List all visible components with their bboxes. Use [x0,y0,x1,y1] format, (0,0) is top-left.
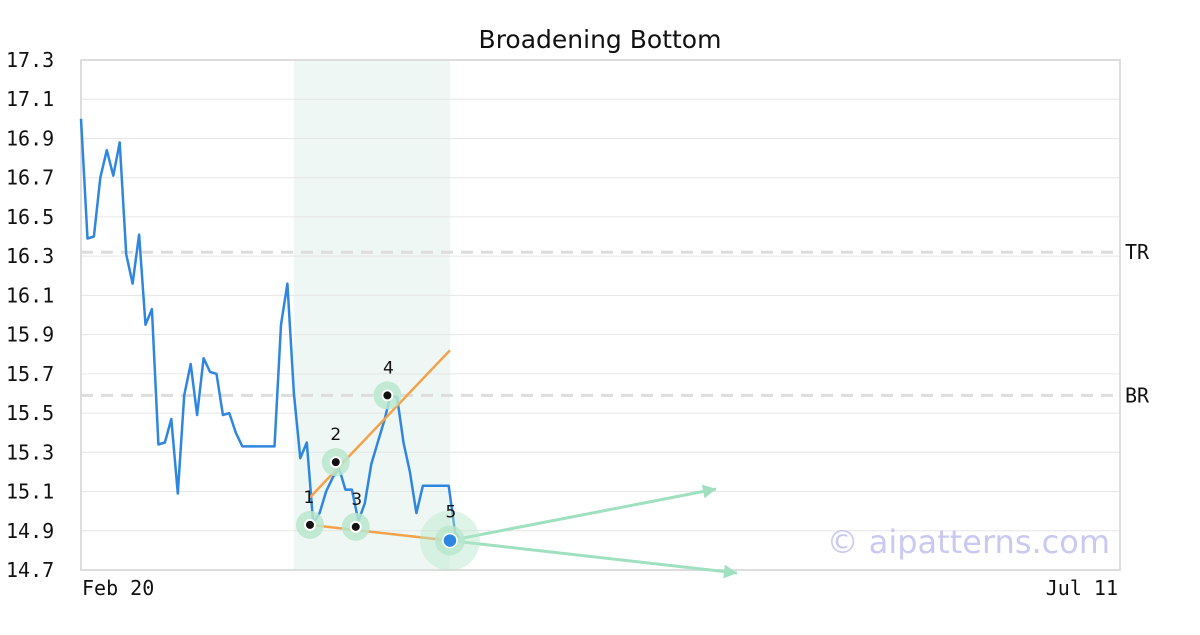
y-tick-label: 15.1 [6,480,54,504]
plot-frame [80,59,1121,571]
level-lines: TR BR [81,240,1150,407]
y-tick-label: 16.1 [6,283,54,307]
pattern-point-label: 2 [330,425,341,445]
pattern-zone-layer [293,60,450,570]
y-tick-label: 15.5 [6,401,54,425]
pattern-point-label: 1 [304,488,315,508]
trendline [309,523,451,542]
pattern-point-marker [442,532,458,549]
y-tick-label: 14.7 [6,558,54,582]
projection-arrow [449,487,717,543]
y-tick-label: 16.3 [6,244,54,268]
pattern-point-marker [303,518,316,531]
watermark: © aipatterns.com [827,523,1110,561]
x-tick-label: Jul 11 [1046,576,1118,600]
pattern-point-label: 3 [351,490,362,510]
projection-arrow [449,539,738,575]
y-tick-label: 17.3 [6,48,54,72]
projection-arrow-head [701,484,716,499]
y-tick-label: 16.5 [6,205,54,229]
x-tick-label: Feb 20 [82,576,154,600]
gridlines [81,59,1120,571]
y-tick-label: 15.3 [6,440,54,464]
chart-title: Broadening Bottom [479,25,722,54]
x-axis-ticks: Feb 20 Jul 11 [82,576,1118,600]
y-axis-ticks: 17.3 17.1 16.9 16.7 16.5 16.3 16.1 15.9 15.7 15.5… [6,48,54,582]
y-tick-label: 17.1 [6,87,54,111]
pattern-point-marker [329,456,342,469]
y-tick-label: 16.7 [6,166,54,190]
pattern-point-label: 4 [383,358,394,378]
projection-arrows [449,484,738,579]
pattern-points: 1 2 3 4 5 [295,358,480,571]
y-tick-label: 15.9 [6,323,54,347]
level-label: TR [1125,240,1150,264]
y-tick-label: 14.9 [6,519,54,543]
pattern-zone [293,60,450,570]
y-tick-label: 15.7 [6,362,54,386]
y-tick-label: 16.9 [6,126,54,150]
pattern-point-label: 5 [446,503,457,523]
projection-arrow-head [723,564,737,579]
pattern-point-marker [381,389,394,402]
level-label: BR [1125,383,1150,407]
pattern-point-marker [349,520,362,533]
